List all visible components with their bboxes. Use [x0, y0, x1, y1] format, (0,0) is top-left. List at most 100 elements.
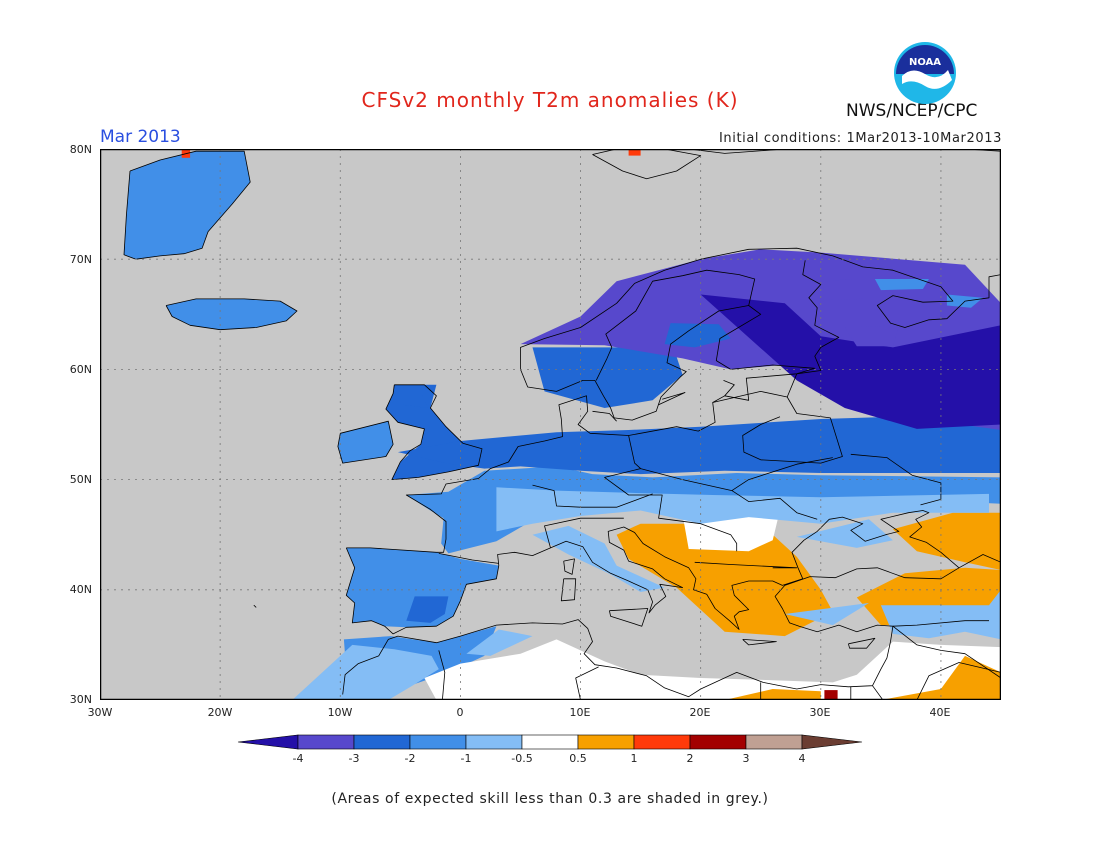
anomaly-region — [616, 523, 833, 637]
lat-label-30n: 30N — [69, 693, 92, 706]
colorbar-tick: -4 — [292, 752, 304, 765]
anomaly-region — [824, 690, 838, 700]
lat-label-40n: 40N — [69, 583, 92, 596]
anomaly-region — [700, 294, 1001, 429]
coastline — [337, 420, 394, 464]
coastline — [438, 553, 499, 564]
coastline — [560, 578, 577, 602]
colorbar-segment — [577, 734, 635, 750]
lon-label-0: 0 — [456, 706, 464, 719]
coastline — [731, 457, 833, 491]
coastline — [563, 558, 575, 575]
map-frame — [100, 149, 1001, 700]
colorbar-tick: -3 — [348, 752, 360, 765]
lon-label-20e: 20E — [689, 706, 711, 719]
coastline — [682, 269, 756, 306]
anomaly-region — [628, 149, 641, 156]
anomaly-region — [406, 596, 449, 623]
map-title: CFSv2 monthly T2m anomalies (K) — [361, 88, 739, 112]
lat-label-80n: 80N — [69, 143, 92, 156]
coastlines — [123, 149, 1001, 700]
lat-label-60n: 60N — [69, 363, 92, 376]
coastline — [848, 637, 876, 649]
lat-label-70n: 70N — [69, 253, 92, 266]
anomaly-region — [784, 603, 869, 626]
lon-label-20w: 20W — [207, 706, 233, 719]
anomaly-region — [796, 519, 893, 548]
coastline — [532, 484, 653, 508]
anomaly-region — [892, 512, 1001, 570]
coastline — [796, 260, 840, 375]
coastline — [658, 392, 686, 406]
anomaly-regions — [124, 149, 1001, 700]
colorbar-segment — [521, 734, 579, 750]
anomaly-region — [880, 589, 1001, 640]
coastline — [742, 396, 843, 464]
colorbar-segment — [353, 734, 411, 750]
coastline — [346, 247, 1001, 553]
noaa-logo-text: NOAA — [909, 57, 941, 68]
colorbar-segment — [689, 734, 747, 750]
coastline — [438, 650, 446, 700]
anomaly-region — [397, 413, 1001, 475]
lon-label-30w: 30W — [87, 706, 113, 719]
anomaly-region — [424, 639, 1001, 700]
coastline — [165, 298, 298, 331]
colorbar-high-arrow — [801, 734, 863, 750]
lon-label-40e: 40E — [929, 706, 951, 719]
anomaly-region — [874, 279, 929, 291]
anomaly-region — [664, 323, 731, 348]
colorbar-segment — [465, 734, 523, 750]
colorbar-tick: 4 — [798, 752, 806, 765]
anomaly-region — [292, 644, 439, 700]
forecast-month: Mar 2013 — [100, 127, 181, 147]
colorbar-tick: 1 — [630, 752, 638, 765]
coastline — [958, 554, 1001, 569]
anomaly-region — [532, 347, 683, 408]
anomaly-region — [802, 279, 863, 300]
coastline — [688, 149, 786, 154]
agency-label: NWS/NCEP/CPC — [846, 101, 978, 121]
coastline — [575, 666, 599, 700]
coastline — [123, 150, 251, 260]
colorbar-low-arrow — [237, 734, 299, 750]
colorbar-tick: -2 — [404, 752, 416, 765]
colorbar-tick: -1 — [460, 752, 472, 765]
coastline — [850, 453, 942, 506]
anomaly-region — [532, 525, 665, 592]
anomaly-region — [402, 387, 428, 408]
skill-footnote: (Areas of expected skill less than 0.3 a… — [331, 791, 769, 807]
coastline — [592, 410, 617, 422]
coastline — [253, 604, 257, 608]
coastline — [872, 662, 1001, 700]
colorbar-segment — [297, 734, 355, 750]
anomaly-region — [496, 487, 989, 532]
coastline — [712, 373, 798, 403]
lon-label-30e: 30E — [809, 706, 831, 719]
coastline — [544, 517, 624, 549]
anomaly-region — [406, 466, 1001, 554]
colorbar-tick: 2 — [686, 752, 694, 765]
coastline — [742, 639, 777, 646]
coastline — [723, 380, 735, 397]
anomaly-region — [466, 629, 533, 656]
coastline — [342, 510, 960, 698]
anomaly-region — [448, 655, 1001, 700]
colorbar-tick: 0.5 — [569, 752, 587, 765]
coastline — [892, 620, 989, 627]
lon-label-10e: 10E — [569, 706, 591, 719]
colorbar-tick: -0.5 — [511, 752, 533, 765]
colorbar-segment — [409, 734, 467, 750]
coastline — [694, 561, 798, 569]
colorbar-segment — [633, 734, 691, 750]
europe-temperature-anomaly-map — [100, 149, 1001, 700]
initial-conditions-label: Initial conditions: 1Mar2013-10Mar2013 — [718, 131, 1002, 146]
anomaly-region — [682, 514, 779, 552]
colorbar-tick: 3 — [742, 752, 750, 765]
anomaly-region — [337, 421, 394, 464]
coastline — [609, 608, 649, 627]
colorbar-segment — [745, 734, 803, 750]
coastline — [628, 435, 641, 469]
coastline — [592, 149, 702, 180]
coastline — [595, 275, 683, 381]
